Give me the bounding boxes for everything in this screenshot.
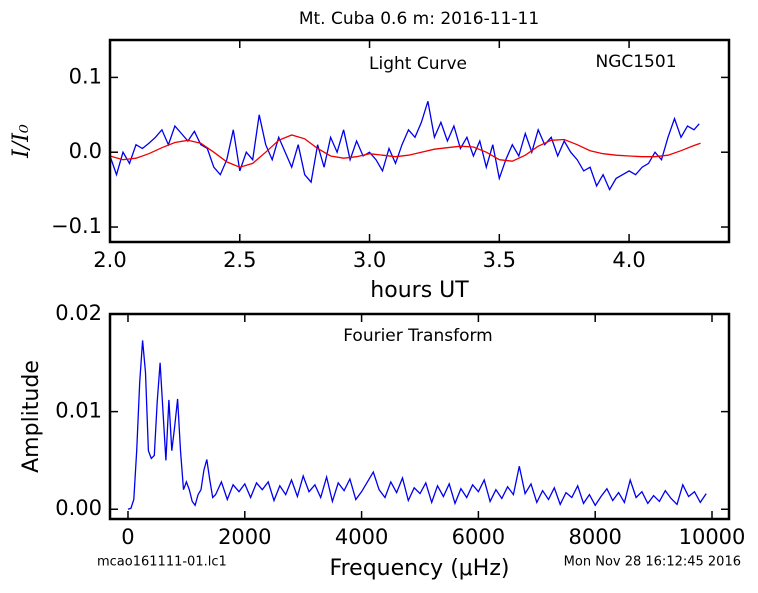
annotation: Light Curve	[369, 54, 467, 74]
x-tick-label: 3.0	[353, 248, 386, 272]
x-tick-label: 2.5	[223, 248, 256, 272]
x-axis-label: hours UT	[370, 278, 469, 303]
y-axis-label: Amplitude	[19, 360, 44, 473]
figure-title: Mt. Cuba 0.6 m: 2016-11-11	[299, 9, 539, 29]
y-tick-label: 0.1	[69, 64, 102, 88]
x-tick-label: 10000	[679, 525, 746, 549]
data-line	[127, 340, 707, 510]
y-tick-label: 0.00	[55, 496, 102, 520]
x-tick-label: 0	[121, 525, 134, 549]
data-line	[109, 134, 701, 168]
footer-left: mcao161111-01.lc1	[97, 555, 227, 570]
footer-right: Mon Nov 28 16:12:45 2016	[564, 555, 741, 570]
x-tick-label: 6000	[452, 525, 505, 549]
x-tick-label: 4.0	[612, 248, 645, 272]
y-tick-label: 0.01	[55, 399, 102, 423]
plot-frame	[108, 312, 731, 521]
x-tick-label: 8000	[568, 525, 621, 549]
x-tick-label: 4000	[335, 525, 388, 549]
x-tick-label: 3.5	[483, 248, 516, 272]
y-tick-label: −0.1	[51, 214, 102, 238]
y-axis-label: I/I₀	[9, 124, 34, 159]
x-axis-label: Frequency (μHz)	[330, 556, 510, 581]
plot-frame	[108, 38, 731, 244]
data-line	[109, 101, 700, 192]
annotation: Fourier Transform	[343, 326, 492, 346]
annotation: NGC1501	[595, 52, 676, 72]
y-tick-label: 0.02	[55, 301, 102, 325]
y-tick-label: 0.0	[69, 139, 102, 163]
x-tick-label: 2.0	[93, 248, 126, 272]
x-tick-label: 2000	[218, 525, 271, 549]
